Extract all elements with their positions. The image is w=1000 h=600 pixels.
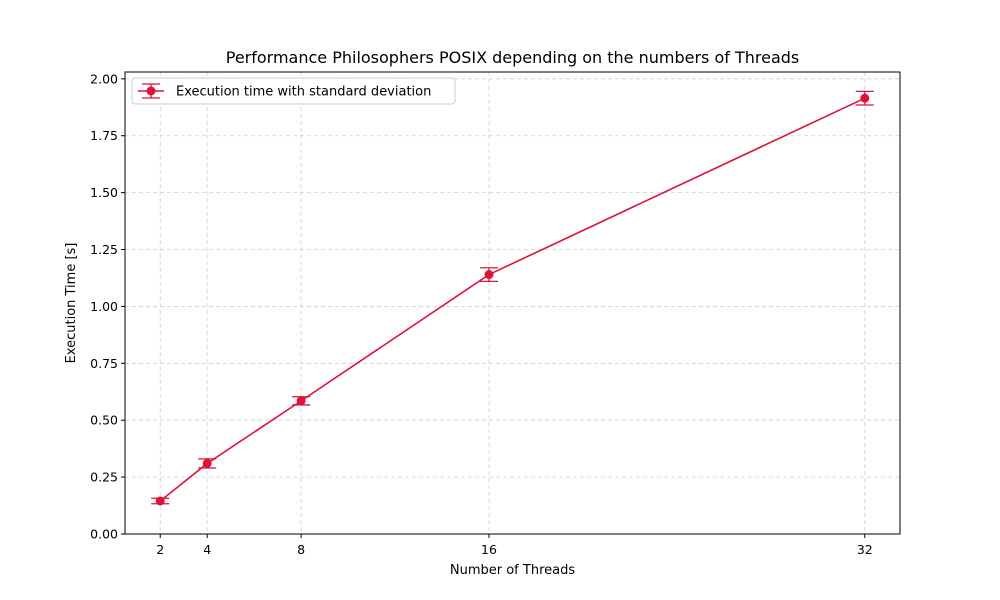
data-point: [296, 396, 306, 406]
y-tick-label: 0.75: [90, 356, 118, 371]
y-tick-label: 1.00: [90, 299, 118, 314]
data-point: [202, 458, 212, 468]
data-point: [155, 496, 165, 506]
x-tick-label: 4: [203, 542, 211, 557]
plot-area: [151, 90, 874, 506]
legend-box: [131, 77, 456, 105]
chart-title: Performance Philosophers POSIX depending…: [226, 48, 800, 67]
x-tick-label: 32: [857, 542, 873, 557]
x-tick-label: 2: [156, 542, 164, 557]
grid: [125, 72, 900, 535]
y-tick-label: 0.50: [90, 413, 118, 428]
legend: Execution time with standard deviation: [131, 77, 456, 105]
x-axis-label: Number of Threads: [450, 563, 575, 578]
x-tick-label: 16: [481, 542, 497, 557]
y-tick-label: 1.25: [90, 242, 118, 257]
data-point: [860, 93, 870, 103]
y-tick-label: 1.75: [90, 128, 118, 143]
x-axis: 2 4 8 16 32: [156, 534, 873, 557]
y-tick-label: 0.00: [90, 527, 118, 542]
legend-marker: [146, 86, 156, 96]
data-point: [484, 270, 494, 280]
plot-frame: [124, 71, 901, 535]
series-line: [159, 97, 866, 502]
x-tick-label: 8: [297, 542, 305, 557]
y-tick-label: 2.00: [90, 71, 118, 86]
y-tick-label: 0.25: [90, 470, 118, 485]
y-axis-label: Execution Time [s]: [64, 243, 79, 364]
y-axis: 0.00 0.25 0.50 0.75 1.00 1.25 1.50 1.75 2.00: [90, 71, 125, 542]
legend-label: Execution time with standard deviation: [176, 85, 431, 100]
y-tick-label: 1.50: [90, 185, 118, 200]
